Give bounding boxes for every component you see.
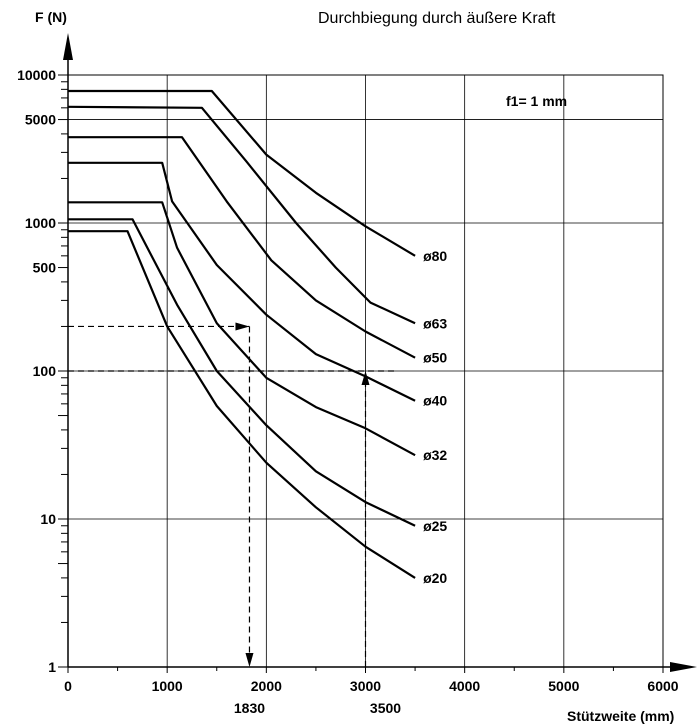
reference-arrow-h [235,322,250,331]
series-line [68,89,416,257]
axes [63,33,697,672]
ticks [58,74,664,673]
series-label: ø80 [423,248,447,264]
y-tick-label: 500 [33,260,57,276]
x-tick-label: 0 [64,678,72,694]
x-axis-arrow [670,662,697,672]
x-tick-label: 3000 [350,678,381,694]
series-line [68,161,416,402]
x-tick-label: 6000 [647,678,678,694]
y-tick-label: 10000 [17,67,56,83]
y-axis-label: F (N) [35,9,67,25]
reference-arrow-v [361,371,370,385]
y-tick-label: 1000 [25,215,56,231]
annotation-label: 3500 [370,700,401,716]
x-tick-label: 1000 [152,678,183,694]
x-tick-label: 5000 [548,678,579,694]
annotation-label: 1830 [234,700,265,716]
series-label: ø32 [423,447,447,463]
series-label: ø50 [423,350,447,366]
y-tick-label: 5000 [25,112,56,128]
curves [67,89,416,579]
reference-arrow-v [245,653,254,667]
series-line [68,218,416,527]
y-tick-label: 10 [40,511,56,527]
y-tick-label: 100 [33,363,57,379]
labels: 1 10 100 500 1000 5000 10000 0 1000 2000 3000 4000 5… [17,67,679,716]
y-tick-label: 1 [48,659,56,675]
x-axis-label: Stützweite (mm) [567,708,674,724]
series-line [68,136,416,359]
series-label: ø25 [423,518,447,534]
chart-title: Durchbiegung durch äußere Kraft [318,10,556,27]
note-label: f1= 1 mm [506,93,567,109]
series-label: ø63 [423,315,447,331]
series-label: ø20 [423,570,447,586]
series-line [67,105,416,325]
x-tick-label: 4000 [449,678,480,694]
x-tick-label: 2000 [251,678,282,694]
reference-lines [68,322,396,667]
y-axis-arrow [63,33,73,60]
series-line [68,230,416,579]
series-line [68,201,416,457]
series-label: ø40 [423,393,447,409]
